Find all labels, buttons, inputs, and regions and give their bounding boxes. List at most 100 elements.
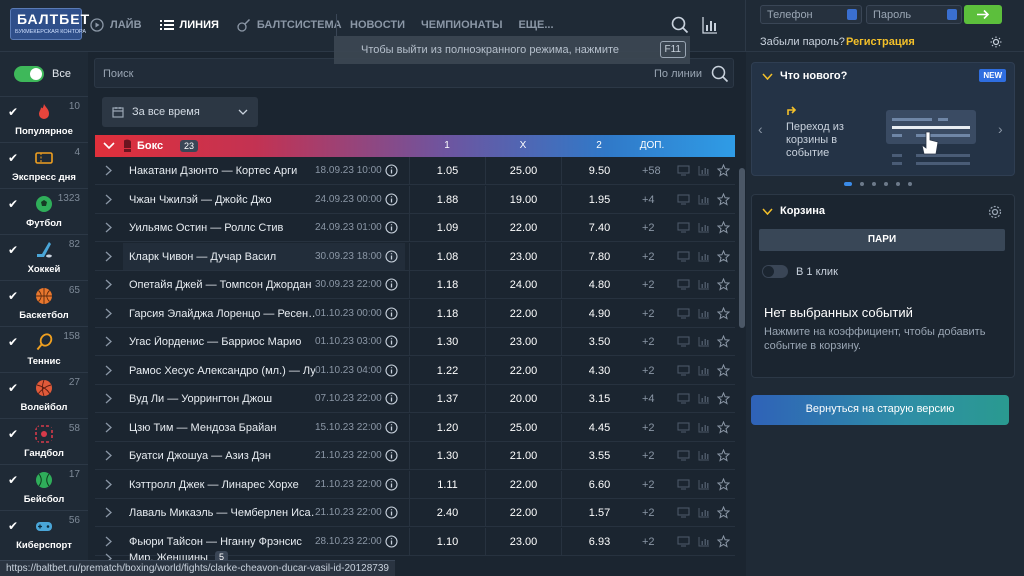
star-icon[interactable]: [717, 306, 730, 320]
search-icon[interactable]: [671, 16, 689, 34]
carousel-dot[interactable]: [844, 182, 852, 186]
stats-icon[interactable]: [698, 393, 710, 404]
tv-icon[interactable]: [677, 478, 690, 490]
odd-x-button[interactable]: 23.00: [485, 527, 561, 555]
sport-popular[interactable]: ✔ 10 Популярное: [0, 96, 88, 142]
star-icon[interactable]: [717, 420, 730, 434]
stats-icon[interactable]: [698, 479, 710, 490]
sport-football[interactable]: ✔ 1323 Футбол: [0, 188, 88, 234]
main-scrollbar[interactable]: [738, 52, 746, 576]
odd-x-button[interactable]: 23.00: [485, 328, 561, 355]
tv-icon[interactable]: [677, 193, 690, 205]
password-field[interactable]: Пароль: [866, 5, 962, 24]
tv-icon[interactable]: [677, 421, 690, 433]
odd-2-button[interactable]: 4.90: [561, 299, 637, 327]
odd-2-button[interactable]: 1.57: [561, 499, 637, 526]
carousel-dot[interactable]: [896, 182, 900, 186]
stats-icon[interactable]: [698, 507, 710, 518]
star-icon[interactable]: [717, 249, 730, 263]
chevron-down-icon[interactable]: [762, 208, 773, 215]
event-row[interactable]: Гарсия Элайджа Лоренцо — Ресен… 01.10.23 …: [95, 299, 735, 328]
carousel-dot[interactable]: [872, 182, 876, 186]
info-icon[interactable]: [385, 449, 398, 462]
star-icon[interactable]: [717, 278, 730, 291]
odd-1-button[interactable]: 1.20: [409, 413, 485, 441]
carousel-next-icon[interactable]: ›: [998, 121, 1003, 137]
carousel-dot[interactable]: [860, 182, 864, 186]
tv-icon[interactable]: [677, 507, 690, 518]
odd-2-button[interactable]: 7.40: [561, 214, 637, 241]
star-icon[interactable]: [717, 506, 730, 519]
tv-icon[interactable]: [677, 279, 690, 290]
tv-icon[interactable]: [677, 165, 690, 176]
info-icon[interactable]: [385, 420, 398, 434]
sport-volleyball[interactable]: ✔ 27 Волейбол: [0, 372, 88, 418]
more-markets-link[interactable]: +2: [642, 364, 655, 377]
sport-group-header[interactable]: Бокс 23 1 X 2 ДОП.: [95, 135, 735, 157]
nav-live[interactable]: ЛАЙВ: [90, 18, 142, 32]
event-cell[interactable]: Кэттролл Джек — Линарес Хорхе 21.10.23 22…: [123, 471, 405, 498]
carousel-dot[interactable]: [908, 182, 912, 186]
sport-tennis[interactable]: ✔ 158 Теннис: [0, 326, 88, 372]
stats-icon[interactable]: [698, 450, 710, 461]
event-row[interactable]: Кларк Чивон — Дучар Васил 30.09.23 18:00 1…: [95, 242, 735, 271]
chevron-down-icon[interactable]: [762, 73, 773, 80]
info-icon[interactable]: [385, 335, 398, 348]
sport-express[interactable]: ✔ 4 Экспресс дня: [0, 142, 88, 188]
tv-icon[interactable]: [677, 393, 690, 404]
odd-2-button[interactable]: 6.93: [561, 527, 637, 555]
info-icon[interactable]: [385, 221, 398, 234]
odd-2-button[interactable]: 4.30: [561, 356, 637, 384]
event-row[interactable]: Угас Йорденис — Барриос Марио 01.10.23 03…: [95, 328, 735, 356]
tv-icon[interactable]: [677, 222, 690, 233]
odd-1-button[interactable]: 1.05: [409, 157, 485, 184]
odd-2-button[interactable]: 3.15: [561, 385, 637, 412]
odd-x-button[interactable]: 19.00: [485, 185, 561, 213]
sport-esports[interactable]: ✔ 56 Киберспорт: [0, 510, 88, 556]
sport-handball[interactable]: ✔ 58 Гандбол: [0, 418, 88, 464]
nav-championships[interactable]: ЧЕМПИОНАТЫ: [421, 19, 503, 31]
stats-icon[interactable]: [698, 536, 710, 547]
star-icon[interactable]: [717, 164, 730, 177]
stats-icon[interactable]: [698, 365, 710, 376]
more-markets-link[interactable]: +2: [642, 535, 655, 548]
event-row[interactable]: Буатси Джошуа — Азиз Дэн 21.10.23 22:00 1.…: [95, 442, 735, 470]
odd-1-button[interactable]: 1.88: [409, 185, 485, 213]
search-icon[interactable]: [711, 65, 729, 83]
odd-1-button[interactable]: 1.37: [409, 385, 485, 412]
more-markets-link[interactable]: +2: [642, 250, 655, 263]
event-cell[interactable]: Опетайя Джей — Томпсон Джордан 30.09.23 2…: [123, 271, 405, 298]
odd-x-button[interactable]: 22.00: [485, 499, 561, 526]
event-row[interactable]: Накатани Дзюнто — Кортес Арги 18.09.23 10…: [95, 157, 735, 185]
nav-baltsystem[interactable]: БАЛТСИСТЕМА: [237, 18, 342, 32]
odd-2-button[interactable]: 4.80: [561, 271, 637, 298]
odd-2-button[interactable]: 4.45: [561, 413, 637, 441]
stats-icon[interactable]: [702, 16, 718, 34]
nav-line[interactable]: ЛИНИЯ: [159, 19, 219, 31]
event-cell[interactable]: Угас Йорденис — Барриос Марио 01.10.23 03…: [123, 328, 405, 355]
event-row[interactable]: Лаваль Микаэль — Чемберлен Иса… 21.10.23 …: [95, 499, 735, 527]
odd-x-button[interactable]: 22.00: [485, 214, 561, 241]
star-icon[interactable]: [717, 534, 730, 548]
star-icon[interactable]: [717, 449, 730, 462]
info-icon[interactable]: [385, 534, 398, 548]
nav-news[interactable]: НОВОСТИ: [350, 19, 406, 31]
star-icon[interactable]: [717, 392, 730, 405]
info-icon[interactable]: [385, 306, 398, 320]
stats-icon[interactable]: [698, 251, 710, 262]
odd-x-button[interactable]: 22.00: [485, 299, 561, 327]
event-row[interactable]: Цзю Тим — Мендоза Брайан 15.10.23 22:00 1.…: [95, 413, 735, 442]
event-cell[interactable]: Гарсия Элайджа Лоренцо — Ресен… 01.10.23 …: [123, 300, 405, 327]
info-icon[interactable]: [385, 363, 398, 377]
odd-1-button[interactable]: 1.30: [409, 442, 485, 469]
odd-1-button[interactable]: 1.30: [409, 328, 485, 355]
odd-1-button[interactable]: 1.18: [409, 299, 485, 327]
chevron-down-icon[interactable]: [103, 140, 115, 152]
star-icon[interactable]: [717, 477, 730, 491]
phone-field[interactable]: Телефон: [760, 5, 862, 24]
sport-basketball[interactable]: ✔ 65 Баскетбол: [0, 280, 88, 326]
odd-1-button[interactable]: 1.11: [409, 470, 485, 498]
odd-2-button[interactable]: 3.50: [561, 328, 637, 355]
more-markets-link[interactable]: +2: [642, 222, 655, 234]
info-icon[interactable]: [385, 506, 398, 519]
